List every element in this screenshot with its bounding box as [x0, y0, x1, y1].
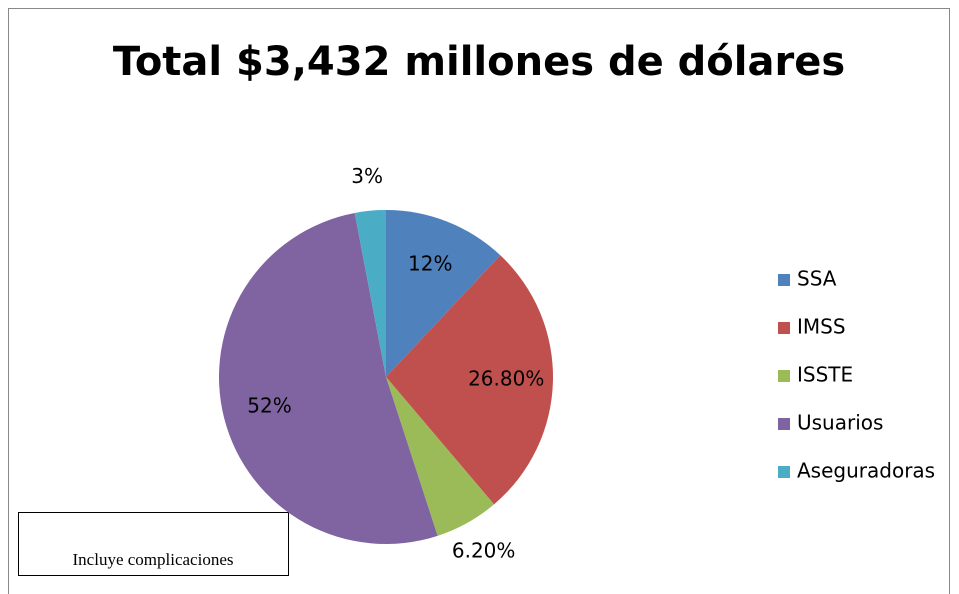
- legend-label: ISSTE: [797, 363, 853, 387]
- data-label: 6.20%: [452, 539, 516, 563]
- data-label: 3%: [351, 164, 383, 188]
- pie-slice: [386, 255, 553, 505]
- pie-slice: [386, 210, 501, 377]
- legend-swatch: [778, 370, 790, 382]
- legend-label: Usuarios: [797, 411, 883, 435]
- annotation: Incluye complicaciones: [73, 550, 234, 569]
- legend-label: Aseguradoras: [797, 459, 935, 483]
- legend-swatch: [778, 322, 790, 334]
- legend-swatch: [778, 418, 790, 430]
- legend-label: SSA: [797, 267, 837, 291]
- data-label: 52%: [247, 393, 291, 417]
- pie-slice: [354, 210, 386, 377]
- data-label: 12%: [408, 252, 452, 276]
- legend-swatch: [778, 274, 790, 286]
- pie-slice: [219, 212, 438, 545]
- chart-title: Total $3,432 millones de dólares: [113, 39, 845, 85]
- legend-swatch: [778, 466, 790, 478]
- annotation-box: [18, 512, 289, 576]
- data-label: 26.80%: [468, 367, 544, 391]
- pie-slice: [386, 377, 495, 536]
- legend-label: IMSS: [797, 315, 846, 339]
